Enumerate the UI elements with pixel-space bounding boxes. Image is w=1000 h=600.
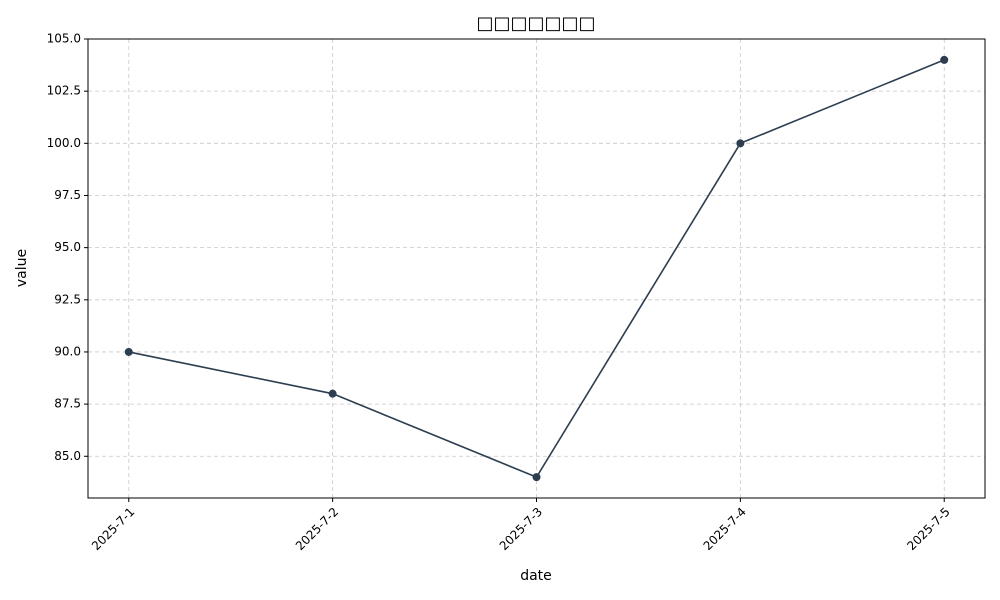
point [940,55,949,64]
y-tick-label: 102.5 [47,84,81,98]
y-tick-label: 97.5 [54,188,81,202]
point [532,473,541,482]
y-tick-label: 92.5 [54,292,81,306]
y-tick-label: 90.0 [54,344,81,358]
point [736,139,745,148]
y-axis-label: value [14,249,30,287]
x-tick-label: 2025-7-1 [89,505,137,553]
y-tick-label: 87.5 [54,397,81,411]
x-tick-label: 2025-7-5 [904,505,952,553]
y-tick-label: 100.0 [47,136,81,150]
x-axis-label: date [520,568,552,584]
chart-title: □□□□□□□ [476,13,595,34]
y-tick-label: 105.0 [47,32,81,46]
point [124,347,133,356]
y-tick-label: 85.0 [54,449,81,463]
y-tick-label: 95.0 [54,240,81,254]
line [128,59,945,479]
plot-frame [87,38,986,499]
x-tick-label: 2025-7-2 [293,505,341,553]
point [328,389,337,398]
x-tick-label: 2025-7-4 [701,505,749,553]
x-tick-label: 2025-7-3 [497,505,545,553]
